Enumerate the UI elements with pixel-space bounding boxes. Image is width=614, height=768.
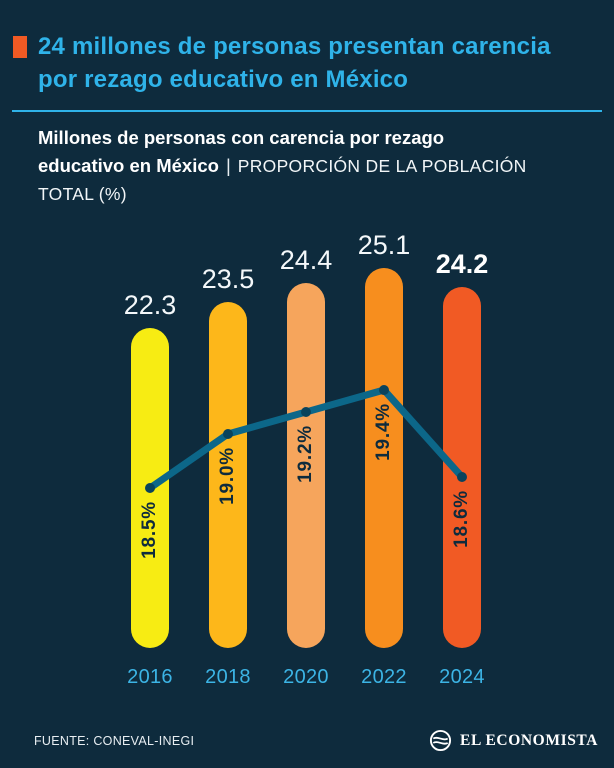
- value-label-2016: 22.3: [123, 290, 177, 320]
- pct-label-2018: 19.0%: [217, 447, 238, 505]
- brand-name: EL ECONOMISTA: [460, 731, 598, 749]
- source-label: FUENTE: CONEVAL-INEGI: [34, 733, 195, 748]
- year-label-2020: 2020: [283, 666, 329, 688]
- bar-2016: [131, 328, 169, 648]
- pct-label-2020: 19.2%: [295, 425, 316, 483]
- page-title: 24 millones de personas presentan carenc…: [38, 33, 551, 93]
- pct-label-2016: 18.5%: [139, 501, 160, 559]
- el-economista-logo-icon: [429, 729, 452, 752]
- pct-label-2022: 19.4%: [373, 403, 394, 461]
- value-label-2024: 24.2: [435, 249, 489, 279]
- pct-label-2024: 18.6%: [451, 490, 472, 548]
- year-label-2022: 2022: [361, 666, 407, 688]
- bar-2024: [443, 287, 481, 648]
- chart-subtitle: Millones de personas con carencia por re…: [38, 124, 528, 208]
- footer: FUENTE: CONEVAL-INEGI EL ECONOMISTA: [34, 729, 598, 752]
- subtitle-separator: |: [225, 155, 231, 176]
- divider: [12, 110, 602, 112]
- title-bullet: [13, 36, 27, 58]
- chart: 22.3 18.5% 2016 23.5 19.0% 2018 24.4 19.2% 2020 2…: [0, 230, 614, 738]
- subtitle-bold: Millones de personas con carencia por re…: [38, 127, 445, 176]
- value-label-2020: 24.4: [279, 245, 333, 275]
- year-label-2024: 2024: [439, 666, 485, 688]
- header: 24 millones de personas presentan carenc…: [0, 0, 614, 96]
- value-label-2022: 25.1: [357, 230, 411, 260]
- year-label-2018: 2018: [205, 666, 251, 688]
- year-label-2016: 2016: [127, 666, 173, 688]
- brand: EL ECONOMISTA: [429, 729, 598, 752]
- value-label-2018: 23.5: [201, 264, 255, 294]
- subtitle-regular: PROPORCIÓN DE LA POBLACIÓN TOTAL (%): [38, 156, 527, 204]
